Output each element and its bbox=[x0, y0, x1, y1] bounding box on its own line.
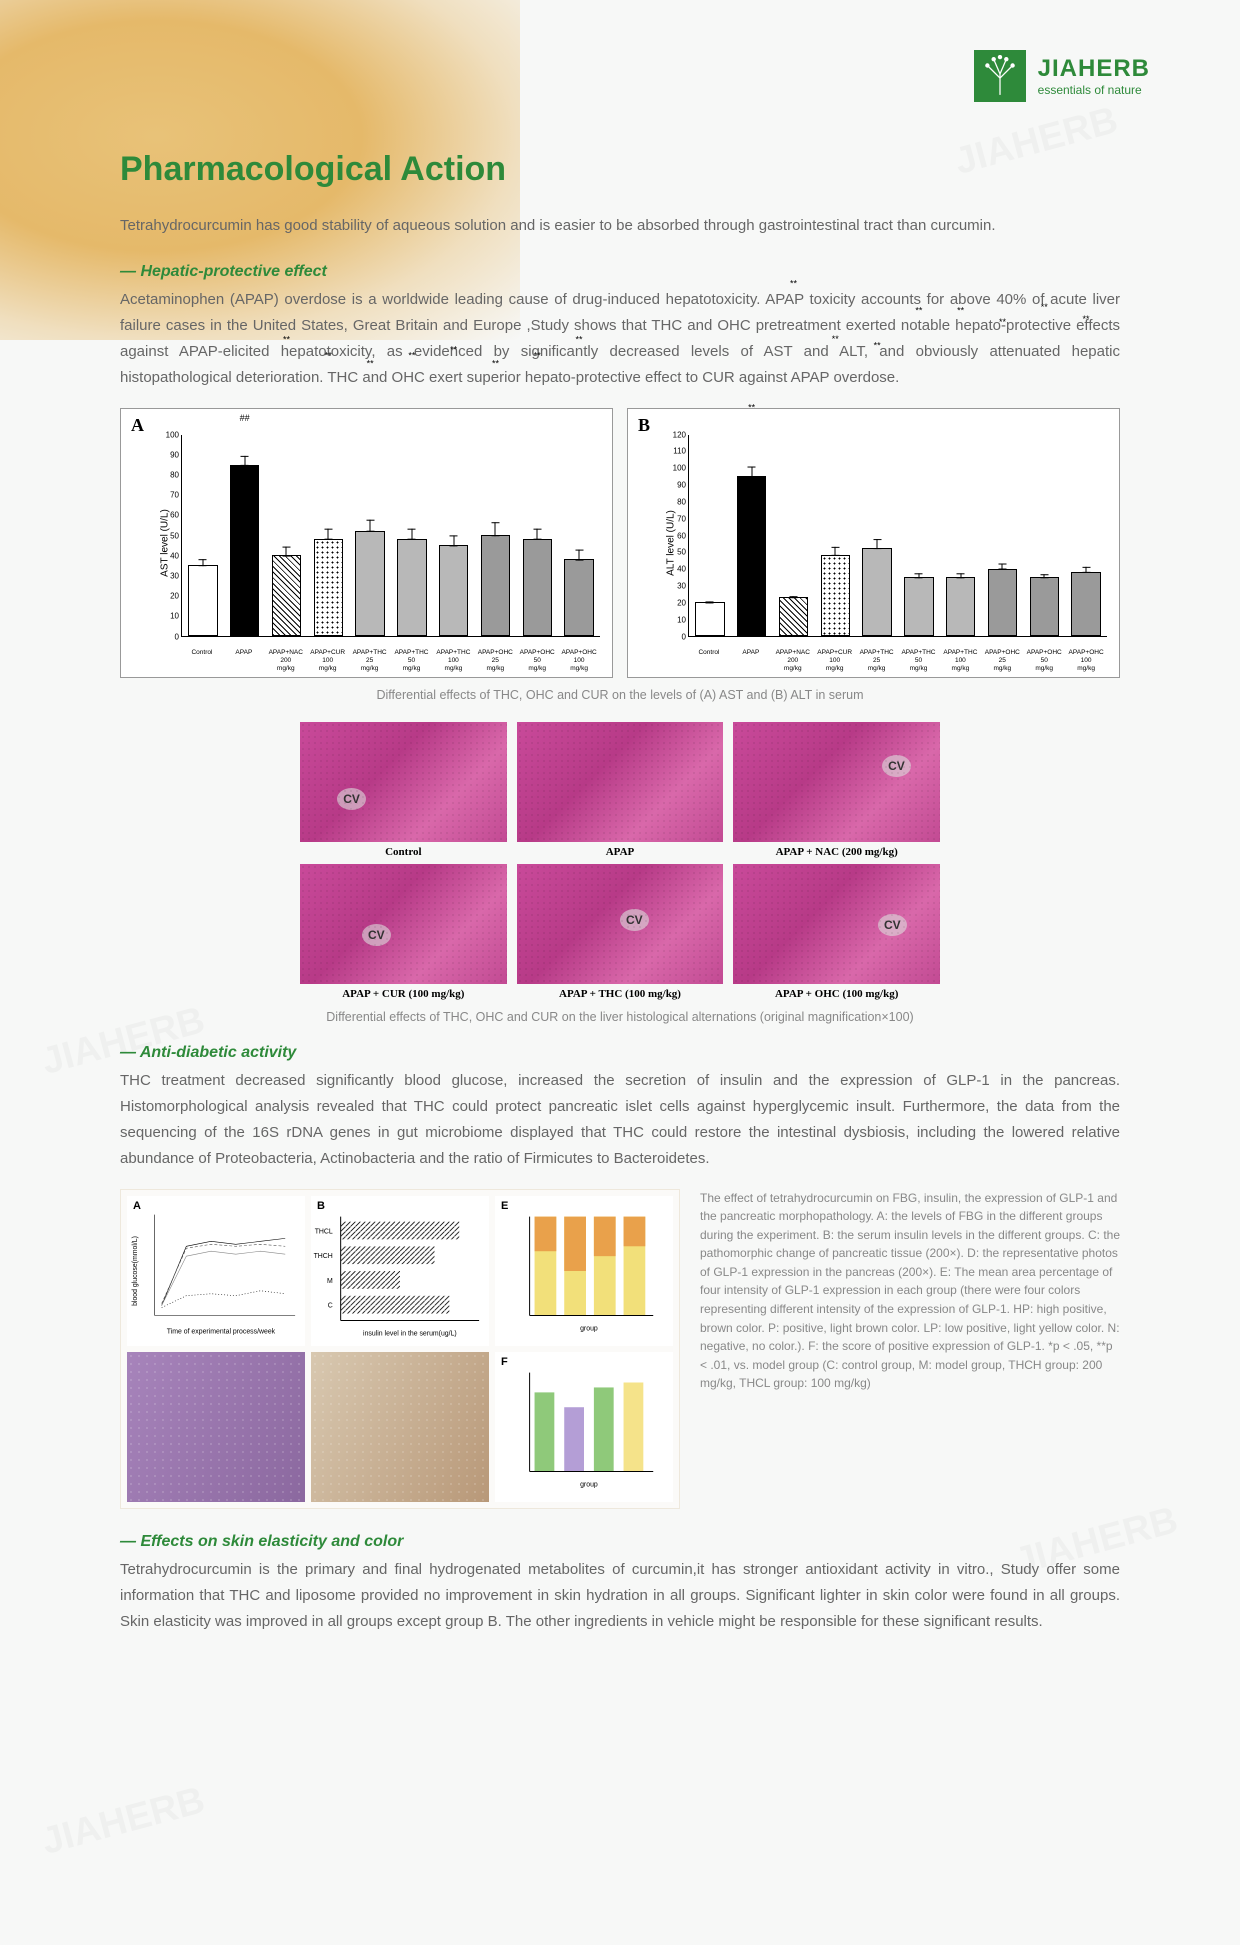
svg-text:THCH: THCH bbox=[314, 1253, 333, 1260]
svg-text:M: M bbox=[327, 1277, 333, 1284]
diabetic-side-caption: The effect of tetrahydrocurcumin on FBG,… bbox=[700, 1189, 1120, 1394]
intro-text: Tetrahydrocurcumin has good stability of… bbox=[120, 213, 1120, 239]
watermark: JIAHERB bbox=[37, 1779, 209, 1864]
panel-f: F group bbox=[495, 1352, 673, 1502]
panel-c: C bbox=[127, 1352, 305, 1502]
chart-ast: A AST level (U/L) 0102030405060708090100… bbox=[120, 408, 613, 678]
diabetic-body: THC treatment decreased significantly bl… bbox=[120, 1068, 1120, 1173]
chart-caption-1: Differential effects of THC, OHC and CUR… bbox=[120, 688, 1120, 702]
histology-cell: APAP bbox=[517, 722, 724, 858]
skin-body: Tetrahydrocurcumin is the primary and fi… bbox=[120, 1557, 1120, 1636]
panel-letter-b: B bbox=[638, 415, 650, 436]
panel-letter-a: A bbox=[131, 415, 144, 436]
diabetic-panels: A Time of experimental process/week bloo… bbox=[120, 1189, 680, 1509]
svg-text:Time of experimental process/w: Time of experimental process/week bbox=[167, 1328, 276, 1335]
diabetic-heading: — Anti-diabetic activity bbox=[120, 1044, 1120, 1062]
histology-cell: CVControl bbox=[300, 722, 507, 858]
svg-text:blood glucose(mmol/L): blood glucose(mmol/L) bbox=[132, 1236, 139, 1306]
panel-e: E group bbox=[495, 1196, 673, 1346]
hepatic-heading: — Hepatic-protective effect bbox=[120, 263, 1120, 281]
svg-text:insulin level in the serum(ug/: insulin level in the serum(ug/L) bbox=[363, 1330, 457, 1337]
svg-text:THCL: THCL bbox=[315, 1228, 333, 1235]
panel-b: B THCL THCH M C insulin level in the ser… bbox=[311, 1196, 489, 1346]
skin-heading: — Effects on skin elasticity and color bbox=[120, 1533, 1120, 1551]
chart-caption-2: Differential effects of THC, OHC and CUR… bbox=[120, 1010, 1120, 1024]
chart-alt: B ALT level (U/L) 0102030405060708090100… bbox=[627, 408, 1120, 678]
svg-text:C: C bbox=[328, 1302, 333, 1309]
histology-cell: CVAPAP + OHC (100 mg/kg) bbox=[733, 864, 940, 1000]
ast-alt-charts: A AST level (U/L) 0102030405060708090100… bbox=[120, 408, 1120, 678]
page-title: Pharmacological Action bbox=[120, 150, 1120, 189]
histology-cell: CVAPAP + NAC (200 mg/kg) bbox=[733, 722, 940, 858]
histology-cell: CVAPAP + CUR (100 mg/kg) bbox=[300, 864, 507, 1000]
svg-text:group: group bbox=[580, 1481, 598, 1488]
panel-d: D bbox=[311, 1352, 489, 1502]
diabetic-figure-block: A Time of experimental process/week bloo… bbox=[120, 1189, 1120, 1509]
histology-grid: CVControlAPAPCVAPAP + NAC (200 mg/kg)CVA… bbox=[300, 722, 940, 1000]
svg-text:group: group bbox=[580, 1325, 598, 1332]
panel-a: A Time of experimental process/week bloo… bbox=[127, 1196, 305, 1346]
histology-cell: CVAPAP + THC (100 mg/kg) bbox=[517, 864, 724, 1000]
hepatic-body: Acetaminophen (APAP) overdose is a world… bbox=[120, 287, 1120, 392]
